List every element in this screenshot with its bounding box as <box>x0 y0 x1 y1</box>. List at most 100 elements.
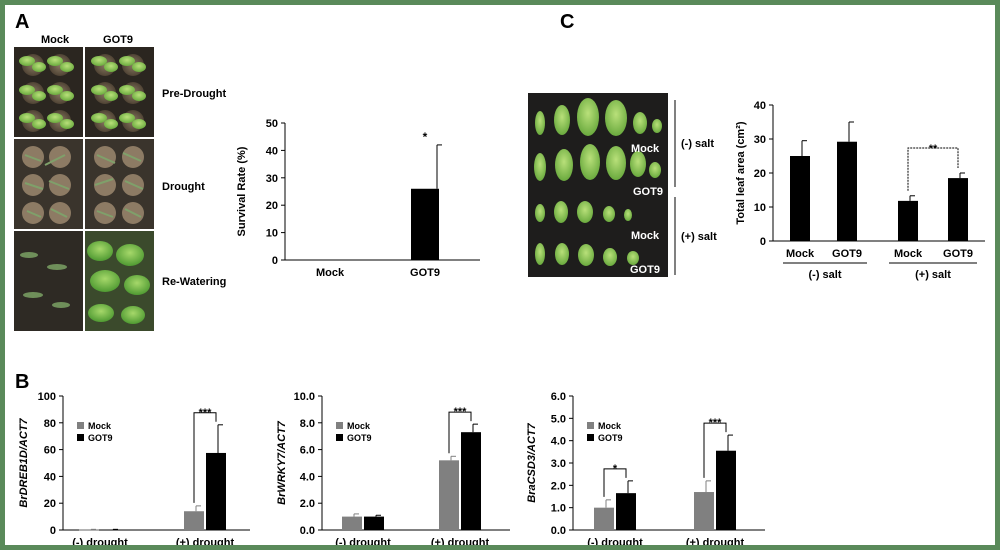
significance-marker: ** <box>929 143 938 155</box>
y-tick-label: 3.0 <box>551 458 566 470</box>
photo-col-header-mock: Mock <box>41 34 70 46</box>
significance-bracket <box>603 468 627 497</box>
y-axis-label: BrWRKY7/ACT7 <box>276 420 288 505</box>
bar <box>694 492 714 530</box>
bar <box>79 529 99 531</box>
y-tick-label: 30 <box>266 173 278 185</box>
panel-label-b: B <box>15 371 29 393</box>
y-tick-label: 80 <box>44 418 56 430</box>
photo-group-label-plus-salt: (+) salt <box>681 231 717 243</box>
x-tick-label: (-) drought <box>587 537 643 545</box>
y-tick-label: 20 <box>44 498 56 510</box>
csd3-expression-chart: 0.0 1.0 2.0 3.0 4.0 5.0 6.0 BraCSD3/ACT7 Mock GOT… <box>526 391 765 545</box>
photo-col-header-got9: GOT9 <box>103 34 133 46</box>
legend-swatch <box>77 422 84 429</box>
bar <box>364 516 384 530</box>
y-tick-label: 20 <box>754 168 766 180</box>
y-axis-label: BrDREB1D/ACT7 <box>18 418 30 508</box>
significance-marker: *** <box>454 406 468 418</box>
figure-canvas: A B C Mock GOT9 <box>14 11 985 545</box>
legend-swatch <box>336 434 343 441</box>
y-tick-label: 5.0 <box>551 413 566 425</box>
bar <box>790 156 810 241</box>
y-tick-label: 10 <box>266 228 278 240</box>
y-tick-label: 30 <box>754 134 766 146</box>
survival-rate-chart: 0 10 20 30 40 50 Survival Rate (%) Mock * GOT9 <box>236 118 480 279</box>
panel-c-photo: Mock GOT9 Mock GOT9 (-) salt (+) salt <box>528 93 717 277</box>
legend-label: GOT9 <box>598 433 623 443</box>
y-tick-label: 60 <box>44 445 56 457</box>
photo-label-mock-minus-salt: Mock <box>631 143 660 155</box>
bar <box>184 511 204 530</box>
y-tick-label: 10 <box>754 202 766 214</box>
significance-bracket <box>907 147 959 191</box>
significance-bracket <box>703 422 727 478</box>
photo-row-label-pre-drought: Pre-Drought <box>162 88 227 100</box>
bar <box>411 188 439 260</box>
y-tick-label: 6.0 <box>300 445 315 457</box>
x-tick-label: Mock <box>894 248 923 260</box>
bar <box>616 493 636 530</box>
y-tick-label: 0 <box>760 236 766 248</box>
photo-label-got9-plus-salt: GOT9 <box>630 264 660 276</box>
y-tick-label: 40 <box>44 471 56 483</box>
group-label: (-) salt <box>809 269 842 281</box>
legend-swatch <box>77 434 84 441</box>
y-tick-label: 4.0 <box>551 436 566 448</box>
significance-marker: * <box>613 463 618 475</box>
y-tick-label: 50 <box>266 118 278 130</box>
y-tick-label: 6.0 <box>551 391 566 403</box>
legend-swatch <box>336 422 343 429</box>
y-tick-label: 0.0 <box>551 525 566 537</box>
y-axis-label: Survival Rate (%) <box>236 146 248 236</box>
bar <box>898 200 918 241</box>
bar <box>837 141 857 241</box>
y-tick-label: 0 <box>50 525 56 537</box>
photo-row-label-re-watering: Re-Watering <box>162 276 226 288</box>
x-tick-label: Mock <box>316 267 345 279</box>
legend-label: Mock <box>598 421 622 431</box>
significance-marker: *** <box>199 407 213 419</box>
y-tick-label: 20 <box>266 200 278 212</box>
y-axis-label: Total leaf area (cm²) <box>735 121 747 224</box>
bar <box>594 507 614 530</box>
bar <box>948 178 968 241</box>
bar <box>716 450 736 530</box>
y-tick-label: 2.0 <box>551 480 566 492</box>
significance-bracket <box>193 412 217 503</box>
photo-label-mock-plus-salt: Mock <box>631 230 660 242</box>
y-tick-label: 2.0 <box>300 498 315 510</box>
x-tick-label: (+) drought <box>431 537 490 545</box>
bar <box>439 460 459 530</box>
leaf-area-chart: 0 10 20 30 40 Total leaf area (cm²) Mock GOT9 Mo… <box>735 100 985 281</box>
y-tick-label: 40 <box>266 145 278 157</box>
y-tick-label: 100 <box>38 391 56 403</box>
photo-label-got9-minus-salt: GOT9 <box>633 186 663 198</box>
bar <box>342 516 362 530</box>
dreb1d-expression-chart: 0 20 40 60 80 100 BrDREB1D/ACT7 Mock GOT9 (-) dro… <box>18 391 250 545</box>
y-tick-label: 1.0 <box>551 503 566 515</box>
x-tick-label: GOT9 <box>832 248 862 260</box>
panel-label-a: A <box>15 11 29 33</box>
legend-label: Mock <box>347 421 371 431</box>
y-tick-label: 8.0 <box>300 418 315 430</box>
photo-group-label-minus-salt: (-) salt <box>681 138 714 150</box>
legend-swatch <box>587 422 594 429</box>
y-axis-label: BraCSD3/ACT7 <box>526 422 538 502</box>
legend-label: GOT9 <box>88 433 113 443</box>
bar <box>101 529 121 531</box>
group-label: (+) salt <box>915 269 951 281</box>
y-tick-label: 10.0 <box>294 391 315 403</box>
significance-marker: * <box>423 130 428 144</box>
legend-label: GOT9 <box>347 433 372 443</box>
y-tick-label: 0.0 <box>300 525 315 537</box>
x-tick-label: GOT9 <box>943 248 973 260</box>
legend-label: Mock <box>88 421 112 431</box>
x-tick-label: Mock <box>786 248 815 260</box>
y-tick-label: 0 <box>272 255 278 267</box>
photo-row-label-drought: Drought <box>162 181 205 193</box>
y-tick-label: 40 <box>754 100 766 112</box>
x-tick-label: (-) drought <box>72 537 128 545</box>
legend-swatch <box>587 434 594 441</box>
